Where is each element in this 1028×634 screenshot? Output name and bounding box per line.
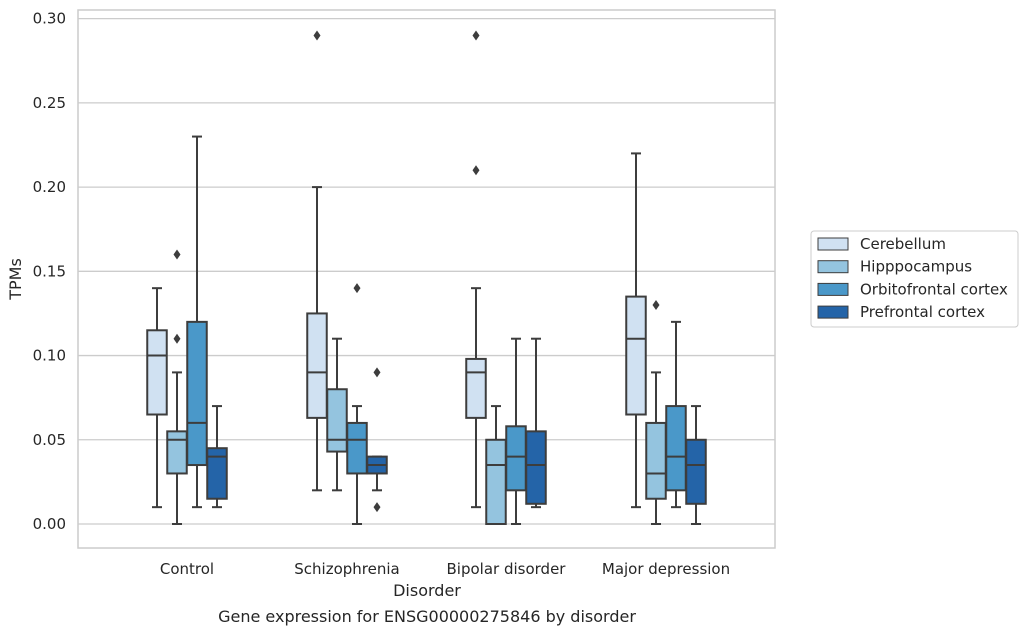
y-tick-label: 0.10	[33, 347, 66, 365]
y-tick-label: 0.25	[33, 94, 66, 112]
x-axis-ticks: Control Schizophrenia Bipolar disorder Majo…	[160, 560, 730, 578]
x-tick-label: Major depression	[602, 560, 730, 578]
box-cerebellum-control	[146, 287, 168, 509]
box-hipppocampus-schizophrenia	[326, 337, 348, 492]
box	[685, 438, 707, 505]
outlier-point	[353, 283, 361, 294]
legend-swatch	[817, 237, 849, 251]
box	[665, 405, 687, 492]
outlier-point	[472, 165, 480, 176]
box	[346, 421, 368, 475]
box	[206, 447, 228, 500]
box	[326, 388, 348, 453]
box-prefrontal-cortex-schizophrenia	[366, 367, 388, 513]
outlier-point	[472, 30, 480, 41]
legend-swatch	[817, 282, 849, 296]
box	[186, 320, 208, 467]
box-hipppocampus-bipolar-disorder	[485, 405, 507, 525]
outlier-point	[173, 249, 181, 260]
y-axis-label: TPMs	[6, 258, 25, 301]
legend-label: Cerebellum	[860, 235, 946, 253]
box	[146, 329, 168, 416]
y-tick-label: 0.20	[33, 178, 66, 196]
y-tick-label: 0.05	[33, 431, 66, 449]
box	[525, 430, 547, 505]
outlier-point	[652, 300, 660, 311]
box-cerebellum-schizophrenia	[306, 30, 328, 492]
box-hipppocampus-major-depression	[645, 300, 667, 525]
box-cerebellum-bipolar-disorder	[465, 30, 487, 509]
box-prefrontal-cortex-bipolar-disorder	[525, 337, 547, 509]
outlier-point	[373, 502, 381, 513]
outlier-point	[373, 367, 381, 378]
box	[485, 438, 507, 525]
box	[465, 357, 487, 419]
y-tick-label: 0.15	[33, 262, 66, 280]
box	[166, 430, 188, 475]
box-orbitofrontal-cortex-schizophrenia	[346, 283, 368, 525]
box	[645, 421, 667, 500]
chart-caption: Gene expression for ENSG00000275846 by d…	[218, 607, 636, 626]
x-tick-label: Schizophrenia	[294, 560, 399, 578]
y-tick-label: 0.30	[33, 10, 66, 28]
box-prefrontal-cortex-major-depression	[685, 405, 707, 525]
legend-swatch	[817, 305, 849, 319]
box-orbitofrontal-cortex-control	[186, 135, 208, 509]
legend: Cerebellum Hipppocampus Orbitofrontal cort…	[810, 230, 1019, 328]
plot-frame	[77, 9, 776, 549]
box	[505, 425, 527, 492]
legend-label: Prefrontal cortex	[860, 303, 985, 321]
x-tick-label: Control	[160, 560, 214, 578]
box-prefrontal-cortex-control	[206, 405, 228, 509]
legend-swatch	[817, 260, 849, 274]
x-axis-label: Disorder	[393, 581, 461, 600]
outlier-point	[173, 333, 181, 344]
box	[306, 312, 328, 419]
box-hipppocampus-control	[166, 249, 188, 525]
box-groups	[146, 30, 707, 525]
legend-frame	[810, 230, 1019, 328]
y-tick-label: 0.00	[33, 515, 66, 533]
legend-label: Orbitofrontal cortex	[860, 280, 1008, 298]
outlier-point	[313, 30, 321, 41]
x-tick-label: Bipolar disorder	[447, 560, 567, 578]
box-orbitofrontal-cortex-bipolar-disorder	[505, 337, 527, 525]
legend-label: Hipppocampus	[860, 258, 972, 276]
box-cerebellum-major-depression	[625, 152, 647, 509]
y-axis-ticks: 0.00 0.05 0.10 0.15 0.20 0.25 0.30	[33, 10, 66, 533]
box	[625, 295, 647, 416]
